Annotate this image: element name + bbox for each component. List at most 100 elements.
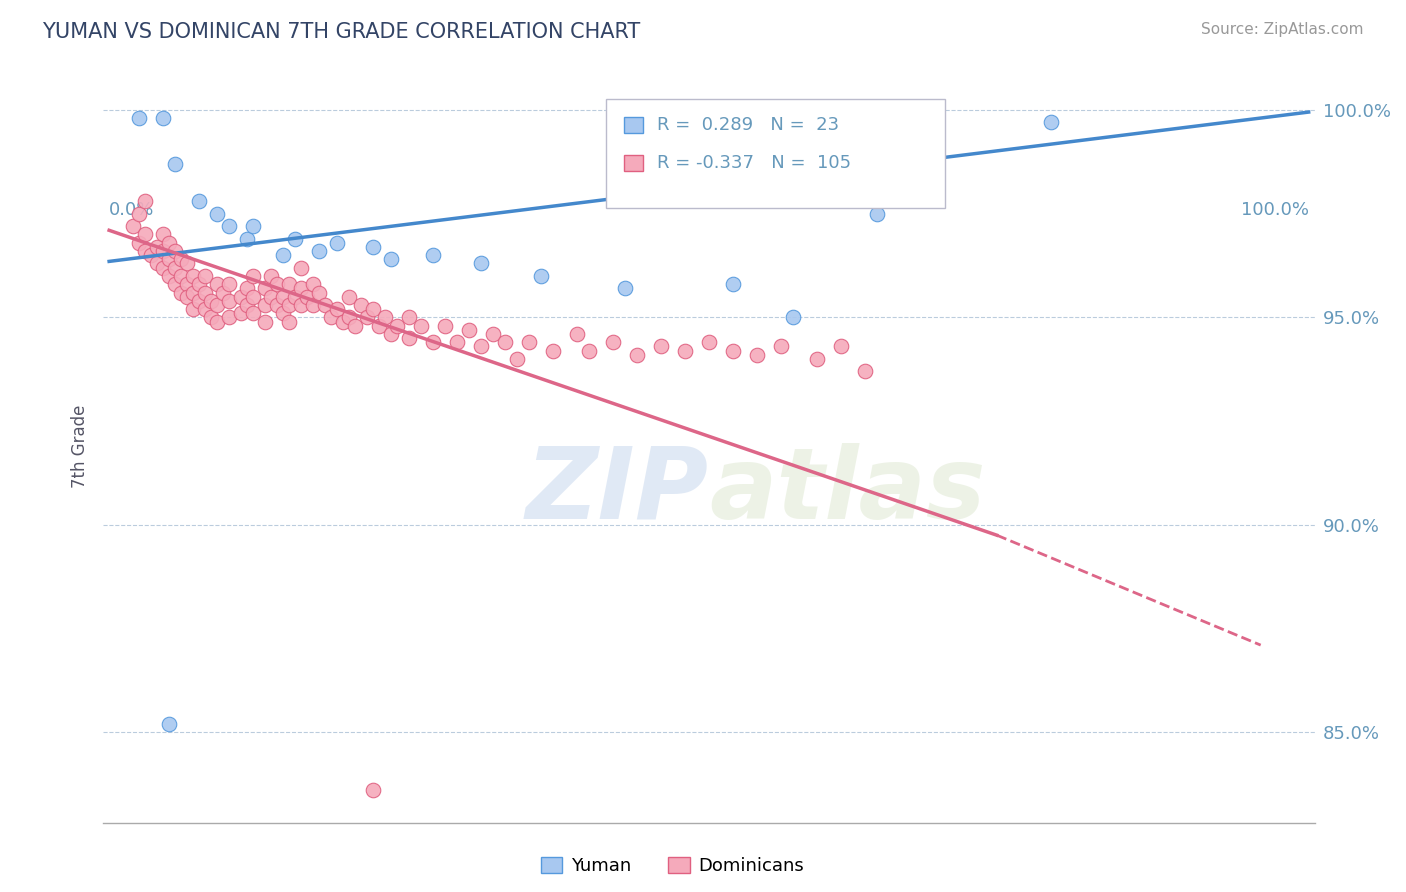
Point bbox=[181, 268, 204, 283]
Point bbox=[157, 235, 180, 250]
Point bbox=[290, 281, 312, 295]
Text: R =  0.289   N =  23: R = 0.289 N = 23 bbox=[657, 116, 839, 134]
Point bbox=[326, 302, 349, 317]
Point bbox=[260, 290, 283, 304]
Point bbox=[578, 343, 600, 358]
Point bbox=[205, 207, 228, 221]
Point bbox=[290, 260, 312, 275]
Point bbox=[146, 256, 169, 270]
Point bbox=[602, 335, 624, 350]
Y-axis label: 7th Grade: 7th Grade bbox=[72, 404, 89, 488]
Point bbox=[458, 849, 481, 863]
Text: 0.0%: 0.0% bbox=[110, 202, 155, 219]
Point bbox=[517, 335, 540, 350]
FancyBboxPatch shape bbox=[624, 117, 643, 134]
Point bbox=[254, 281, 277, 295]
Point bbox=[271, 306, 294, 320]
Point bbox=[188, 194, 211, 209]
Point bbox=[422, 248, 444, 262]
Point bbox=[626, 348, 648, 362]
Text: atlas: atlas bbox=[709, 442, 986, 540]
Point bbox=[218, 219, 240, 234]
Point bbox=[218, 310, 240, 325]
Point bbox=[128, 207, 150, 221]
Point bbox=[295, 290, 318, 304]
Point bbox=[271, 290, 294, 304]
Point bbox=[721, 343, 744, 358]
Point bbox=[229, 290, 252, 304]
Point bbox=[361, 302, 384, 317]
Point bbox=[242, 306, 264, 320]
Point bbox=[236, 298, 259, 312]
Point bbox=[205, 277, 228, 292]
Point bbox=[165, 260, 187, 275]
Point bbox=[332, 314, 354, 328]
Point bbox=[745, 348, 768, 362]
Point bbox=[139, 248, 162, 262]
Point bbox=[782, 310, 804, 325]
Point bbox=[152, 227, 174, 242]
Point bbox=[380, 252, 402, 267]
Point bbox=[194, 302, 217, 317]
Point bbox=[482, 326, 505, 341]
Point bbox=[409, 318, 432, 333]
Point bbox=[541, 343, 564, 358]
Point bbox=[361, 240, 384, 254]
Point bbox=[278, 298, 301, 312]
FancyBboxPatch shape bbox=[606, 99, 945, 208]
Point bbox=[212, 285, 235, 300]
Point bbox=[152, 260, 174, 275]
Point bbox=[326, 235, 349, 250]
Point bbox=[806, 351, 828, 366]
Point bbox=[319, 310, 342, 325]
Text: R = -0.337   N =  105: R = -0.337 N = 105 bbox=[657, 154, 852, 172]
Point bbox=[188, 277, 211, 292]
Point bbox=[314, 298, 336, 312]
Point bbox=[157, 717, 180, 731]
Point bbox=[188, 293, 211, 308]
Point bbox=[242, 219, 264, 234]
Point bbox=[134, 244, 156, 258]
Point bbox=[157, 252, 180, 267]
Point bbox=[565, 326, 588, 341]
Point bbox=[613, 281, 636, 295]
Point bbox=[506, 351, 529, 366]
Point bbox=[673, 343, 696, 358]
Text: 100.0%: 100.0% bbox=[1240, 202, 1309, 219]
Point bbox=[866, 207, 889, 221]
Point bbox=[242, 290, 264, 304]
Point bbox=[134, 227, 156, 242]
Point bbox=[290, 298, 312, 312]
Point bbox=[205, 314, 228, 328]
Point bbox=[236, 231, 259, 245]
Point bbox=[458, 323, 481, 337]
Point bbox=[433, 318, 456, 333]
Point bbox=[398, 331, 420, 345]
Point bbox=[218, 293, 240, 308]
Point bbox=[344, 318, 367, 333]
Point bbox=[152, 244, 174, 258]
Point bbox=[170, 285, 193, 300]
Point bbox=[446, 335, 468, 350]
Point bbox=[470, 256, 492, 270]
Point bbox=[254, 298, 277, 312]
Legend: Yuman, Dominicans: Yuman, Dominicans bbox=[534, 850, 811, 882]
Point bbox=[242, 268, 264, 283]
Point bbox=[271, 248, 294, 262]
Point bbox=[128, 235, 150, 250]
Point bbox=[337, 310, 360, 325]
FancyBboxPatch shape bbox=[624, 154, 643, 171]
Point bbox=[194, 285, 217, 300]
Point bbox=[200, 310, 222, 325]
Point bbox=[284, 231, 307, 245]
Point bbox=[205, 298, 228, 312]
Point bbox=[218, 277, 240, 292]
Point bbox=[470, 339, 492, 353]
Point bbox=[194, 268, 217, 283]
Point bbox=[1039, 115, 1062, 129]
Point bbox=[350, 298, 373, 312]
Point bbox=[830, 339, 852, 353]
Point bbox=[278, 314, 301, 328]
Text: ZIP: ZIP bbox=[526, 442, 709, 540]
Point bbox=[176, 290, 198, 304]
